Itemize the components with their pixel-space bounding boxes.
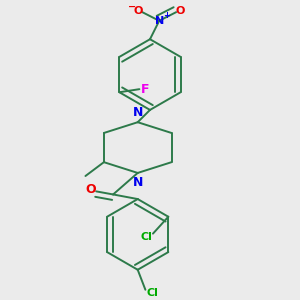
Text: F: F xyxy=(141,83,149,96)
Text: Cl: Cl xyxy=(140,232,152,242)
Text: O: O xyxy=(85,183,96,196)
Text: −: − xyxy=(128,2,136,12)
Text: N: N xyxy=(154,16,164,26)
Text: +: + xyxy=(164,11,170,20)
Text: N: N xyxy=(133,106,143,119)
Text: N: N xyxy=(133,176,143,189)
Text: Cl: Cl xyxy=(146,288,158,298)
Text: O: O xyxy=(133,6,143,16)
Text: O: O xyxy=(176,6,185,16)
